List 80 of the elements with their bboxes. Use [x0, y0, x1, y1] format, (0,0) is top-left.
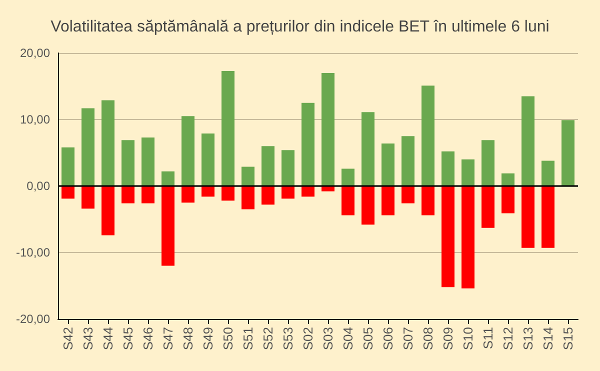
- x-tick-label: S49: [200, 327, 216, 350]
- x-tick-label: S44: [100, 327, 116, 350]
- bar: [82, 186, 94, 209]
- y-tick-label: 20,00: [20, 46, 50, 60]
- x-tick-label: S04: [340, 327, 356, 350]
- bar: [142, 186, 154, 204]
- x-tick-label: S46: [140, 327, 156, 350]
- bar: [122, 186, 134, 204]
- bar: [342, 168, 354, 186]
- x-tick-label: S11: [480, 327, 496, 350]
- bar: [182, 186, 194, 203]
- bar: [242, 166, 254, 186]
- bar: [62, 147, 74, 186]
- bar: [342, 186, 354, 216]
- x-tick-label: S51: [240, 327, 256, 350]
- x-tick-label: S10: [460, 327, 476, 350]
- bar: [362, 112, 374, 186]
- chart-title: Volatilitatea săptămânală a prețurilor din indicele BET în ultimele 6 luni: [50, 18, 550, 36]
- x-tick-label: S43: [80, 327, 96, 350]
- bar: [442, 186, 454, 288]
- bar: [162, 186, 174, 266]
- bar: [82, 108, 94, 186]
- x-tick-label: S53: [280, 327, 296, 350]
- bar: [442, 151, 454, 186]
- bar: [122, 140, 134, 186]
- x-tick-label: S14: [540, 327, 556, 350]
- bar: [282, 150, 294, 186]
- x-tick-label: S12: [500, 327, 516, 350]
- bar: [522, 186, 534, 248]
- y-tick-label: 10,00: [20, 112, 50, 126]
- bar: [62, 186, 74, 199]
- bar: [402, 136, 414, 186]
- bar: [402, 186, 414, 204]
- x-tick-label: S06: [380, 327, 396, 350]
- y-tick-label: -20,00: [16, 312, 50, 326]
- bar: [522, 96, 534, 186]
- bar: [282, 186, 294, 199]
- bar: [422, 186, 434, 216]
- x-tick-label: S45: [120, 327, 136, 350]
- bar: [362, 186, 374, 225]
- bar: [542, 186, 554, 248]
- bar: [202, 133, 214, 186]
- bar: [502, 186, 514, 214]
- bar: [462, 159, 474, 186]
- bar: [482, 140, 494, 186]
- bar: [182, 116, 194, 186]
- y-tick-label: -10,00: [16, 246, 50, 260]
- bar: [382, 186, 394, 216]
- bar: [322, 72, 334, 186]
- y-tick-label: 0,00: [26, 179, 50, 193]
- bar: [162, 171, 174, 186]
- bar: [222, 70, 234, 186]
- bar: [102, 186, 114, 236]
- bar: [382, 143, 394, 186]
- bar: [242, 186, 254, 210]
- x-tick-label: S52: [260, 327, 276, 350]
- x-tick-label: S08: [420, 327, 436, 350]
- x-tick-label: S05: [360, 327, 376, 350]
- x-tick-label: S13: [520, 327, 536, 350]
- bar: [462, 186, 474, 288]
- x-tick-label: S47: [160, 327, 176, 350]
- x-tick-label: S02: [300, 327, 316, 350]
- bar: [542, 160, 554, 186]
- bar: [262, 186, 274, 205]
- bar: [302, 102, 314, 186]
- bar: [422, 86, 434, 186]
- x-tick-label: S09: [440, 327, 456, 350]
- bar: [262, 146, 274, 186]
- x-tick-label: S03: [320, 327, 336, 350]
- bar: [482, 186, 494, 228]
- bar: [142, 137, 154, 186]
- x-tick-label: S42: [60, 327, 76, 350]
- x-tick-label: S15: [560, 327, 576, 350]
- x-tick-label: S48: [180, 327, 196, 350]
- x-tick-label: S50: [220, 327, 236, 350]
- x-tick-label: S07: [400, 327, 416, 350]
- bar: [222, 186, 234, 201]
- bar: [102, 100, 114, 186]
- bar: [502, 173, 514, 186]
- bar: [562, 120, 574, 186]
